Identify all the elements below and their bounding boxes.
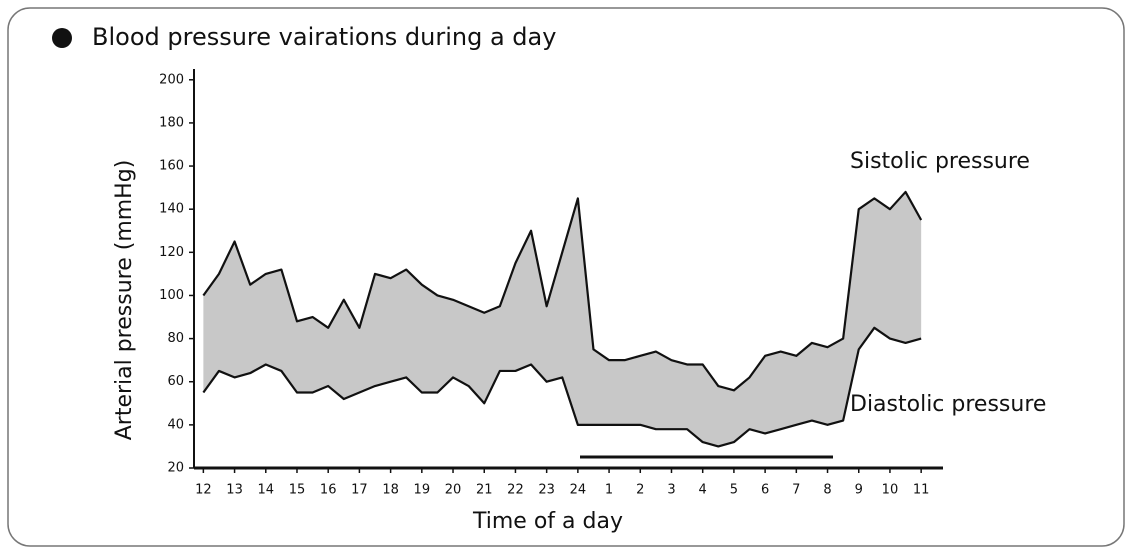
x-tick-label: 2 — [636, 483, 644, 498]
y-tick-label: 180 — [159, 115, 184, 130]
x-tick-label: 18 — [382, 483, 399, 498]
x-tick-label: 7 — [792, 483, 800, 498]
x-tick-label: 22 — [507, 483, 524, 498]
x-tick-label: 19 — [414, 483, 431, 498]
x-tick-label: 4 — [699, 483, 707, 498]
x-axis-label: Time of a day — [472, 509, 623, 534]
x-tick-label: 14 — [258, 483, 275, 498]
x-tick-label: 23 — [538, 483, 555, 498]
y-tick-label: 100 — [159, 288, 184, 303]
y-tick-label: 60 — [167, 374, 184, 389]
x-tick-label: 21 — [476, 483, 493, 498]
x-tick-label: 16 — [320, 483, 337, 498]
x-tick-label: 5 — [730, 483, 738, 498]
x-tick-label: 13 — [226, 483, 243, 498]
y-tick-label: 20 — [167, 461, 184, 476]
x-tick-label: 8 — [823, 483, 831, 498]
y-tick-label: 160 — [159, 159, 184, 174]
x-tick-label: 17 — [351, 483, 368, 498]
y-tick-label: 120 — [159, 245, 184, 260]
series-line — [202, 326, 922, 448]
y-tick-label: 80 — [167, 331, 184, 346]
series-label: Sistolic pressure — [850, 149, 1030, 174]
x-tick-label: 24 — [570, 483, 587, 498]
x-tick-label: 11 — [913, 483, 930, 498]
y-tick-label: 40 — [167, 417, 184, 432]
series-line — [202, 190, 923, 392]
x-tick-label: 3 — [667, 483, 675, 498]
x-tick-label: 6 — [761, 483, 769, 498]
x-tick-label: 9 — [855, 483, 863, 498]
x-tick-label: 10 — [882, 483, 899, 498]
y-tick-label: 200 — [159, 72, 184, 87]
x-tick-label: 20 — [445, 483, 462, 498]
y-axis-label: Arterial pressure (mmHg) — [112, 160, 137, 441]
x-tick-label: 1 — [605, 483, 613, 498]
x-tick-label: 12 — [195, 483, 212, 498]
x-tick-label: 15 — [289, 483, 306, 498]
bullet — [52, 28, 72, 48]
chart-title: Blood pressure vairations during a day — [92, 23, 556, 51]
series-label: Diastolic pressure — [850, 392, 1046, 417]
y-tick-label: 140 — [159, 202, 184, 217]
